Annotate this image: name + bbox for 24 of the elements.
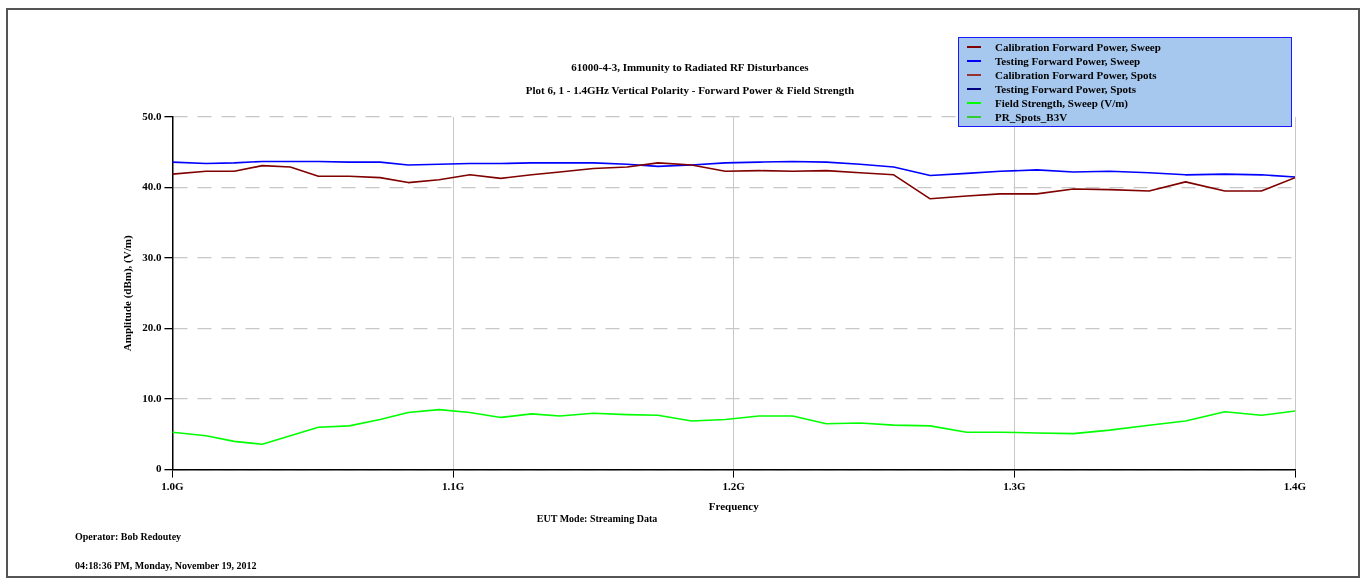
y-tick-label: 20.0 [142, 321, 162, 334]
legend-label: Testing Forward Power, Spots [995, 83, 1136, 95]
y-tick-label: 10.0 [142, 391, 162, 404]
legend-label: PR_Spots_B3V [995, 111, 1068, 123]
legend-label: Testing Forward Power, Sweep [995, 55, 1141, 67]
y-tick-label: 30.0 [142, 250, 162, 263]
legend-label: Field Strength, Sweep (V/m) [995, 97, 1129, 109]
legend-label: Calibration Forward Power, Spots [995, 69, 1157, 81]
y-tick-label: 50.0 [142, 109, 162, 122]
chart-subtitle: Plot 6, 1 - 1.4GHz Vertical Polarity - Forward Power & Field Strength [525, 84, 855, 96]
y-tick-label: 0 [155, 462, 162, 475]
y-tick-label: 40.0 [142, 180, 162, 193]
legend-label: Calibration Forward Power, Sweep [995, 41, 1161, 53]
text: EUT Mode: Streaming Data [536, 513, 658, 524]
text: 04:18:36 PM, Monday, November 19, 2012 [75, 560, 257, 571]
x-tick-label: 1.1G [441, 480, 465, 493]
x-tick-label: 1.3G [1003, 480, 1026, 493]
x-tick-label: 1.2G [722, 480, 746, 493]
text: Operator: Bob Redoutey [75, 531, 182, 542]
x-axis-title: Frequency [708, 500, 760, 513]
chart-title: 61000-4-3, Immunity to Radiated RF Disturbances [571, 61, 809, 73]
x-tick-label: 1.4G [1283, 480, 1307, 493]
x-tick-label: 1.0G [161, 480, 185, 493]
y-axis-title: Amplitude (dBm), (V/m) [121, 235, 135, 352]
